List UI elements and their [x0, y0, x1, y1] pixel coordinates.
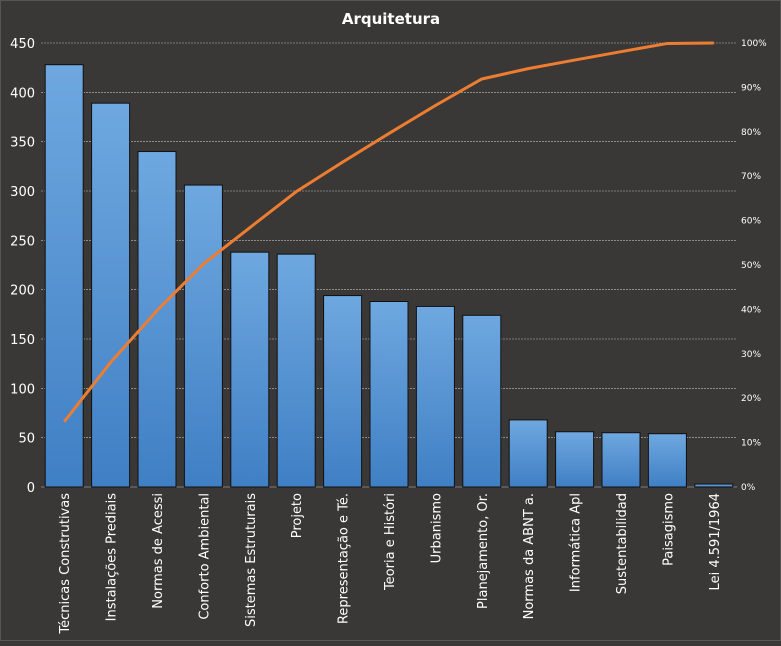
bar [695, 484, 733, 487]
bar [602, 433, 640, 487]
y-tick-label: 250 [10, 234, 35, 249]
y-tick-label: 200 [10, 284, 35, 299]
bar [231, 252, 269, 487]
y2-tick-label: 20% [741, 394, 761, 404]
x-tick-label: Planejamento, Or. [476, 493, 491, 609]
x-tick-label: Urbanismo [429, 493, 444, 563]
y2-tick-label: 40% [741, 305, 761, 315]
x-tick-label: Conforto Ambiental [197, 493, 212, 620]
bar [416, 306, 454, 487]
y2-tick-label: 30% [741, 350, 761, 360]
y-tick-label: 150 [10, 333, 35, 348]
y2-tick-label: 90% [741, 83, 761, 93]
x-tick-label: Projeto [290, 493, 305, 538]
bar [370, 302, 408, 487]
bar [509, 420, 547, 487]
y2-tick-label: 80% [741, 128, 761, 138]
y-tick-label: 50 [18, 432, 35, 447]
y-tick-label: 400 [10, 86, 35, 101]
bar [45, 65, 83, 487]
x-tick-label: Técnicas Construtivas [58, 493, 73, 635]
y2-tick-label: 50% [741, 261, 761, 271]
x-tick-label: Paisagismo [661, 493, 676, 566]
x-tick-label: Sustentabilidad [615, 493, 630, 594]
x-tick-label: Informática Apl [569, 493, 584, 592]
y-tick-label: 450 [10, 37, 35, 52]
y2-tick-label: 100% [741, 39, 767, 49]
bar [324, 296, 362, 487]
x-tick-label: Normas da ABNT a. [522, 493, 537, 619]
bar [648, 434, 686, 487]
chart-title: Arquitetura [342, 10, 440, 28]
x-tick-label: Normas de Acessi [151, 493, 166, 609]
y2-tick-label: 0% [741, 483, 756, 493]
y-tick-label: 0 [27, 481, 35, 496]
x-tick-label: Representação e Té. [337, 493, 352, 624]
y2-tick-label: 70% [741, 172, 761, 182]
bar [184, 185, 222, 487]
bar [92, 103, 130, 487]
y2-tick-label: 10% [741, 439, 761, 449]
bar [277, 254, 315, 487]
y-tick-label: 100 [10, 382, 35, 397]
bar [463, 315, 501, 487]
x-tick-label: Instalações Prediais [105, 493, 120, 622]
bar [556, 432, 594, 487]
y-tick-label: 300 [10, 185, 35, 200]
bar [138, 152, 176, 487]
y-tick-label: 350 [10, 136, 35, 151]
x-tick-label: Teoria e Históri [383, 493, 398, 591]
x-tick-label: Sistemas Estruturais [244, 493, 259, 627]
y2-tick-label: 60% [741, 217, 761, 227]
x-tick-label: Lei 4.591/1964 [708, 493, 723, 590]
